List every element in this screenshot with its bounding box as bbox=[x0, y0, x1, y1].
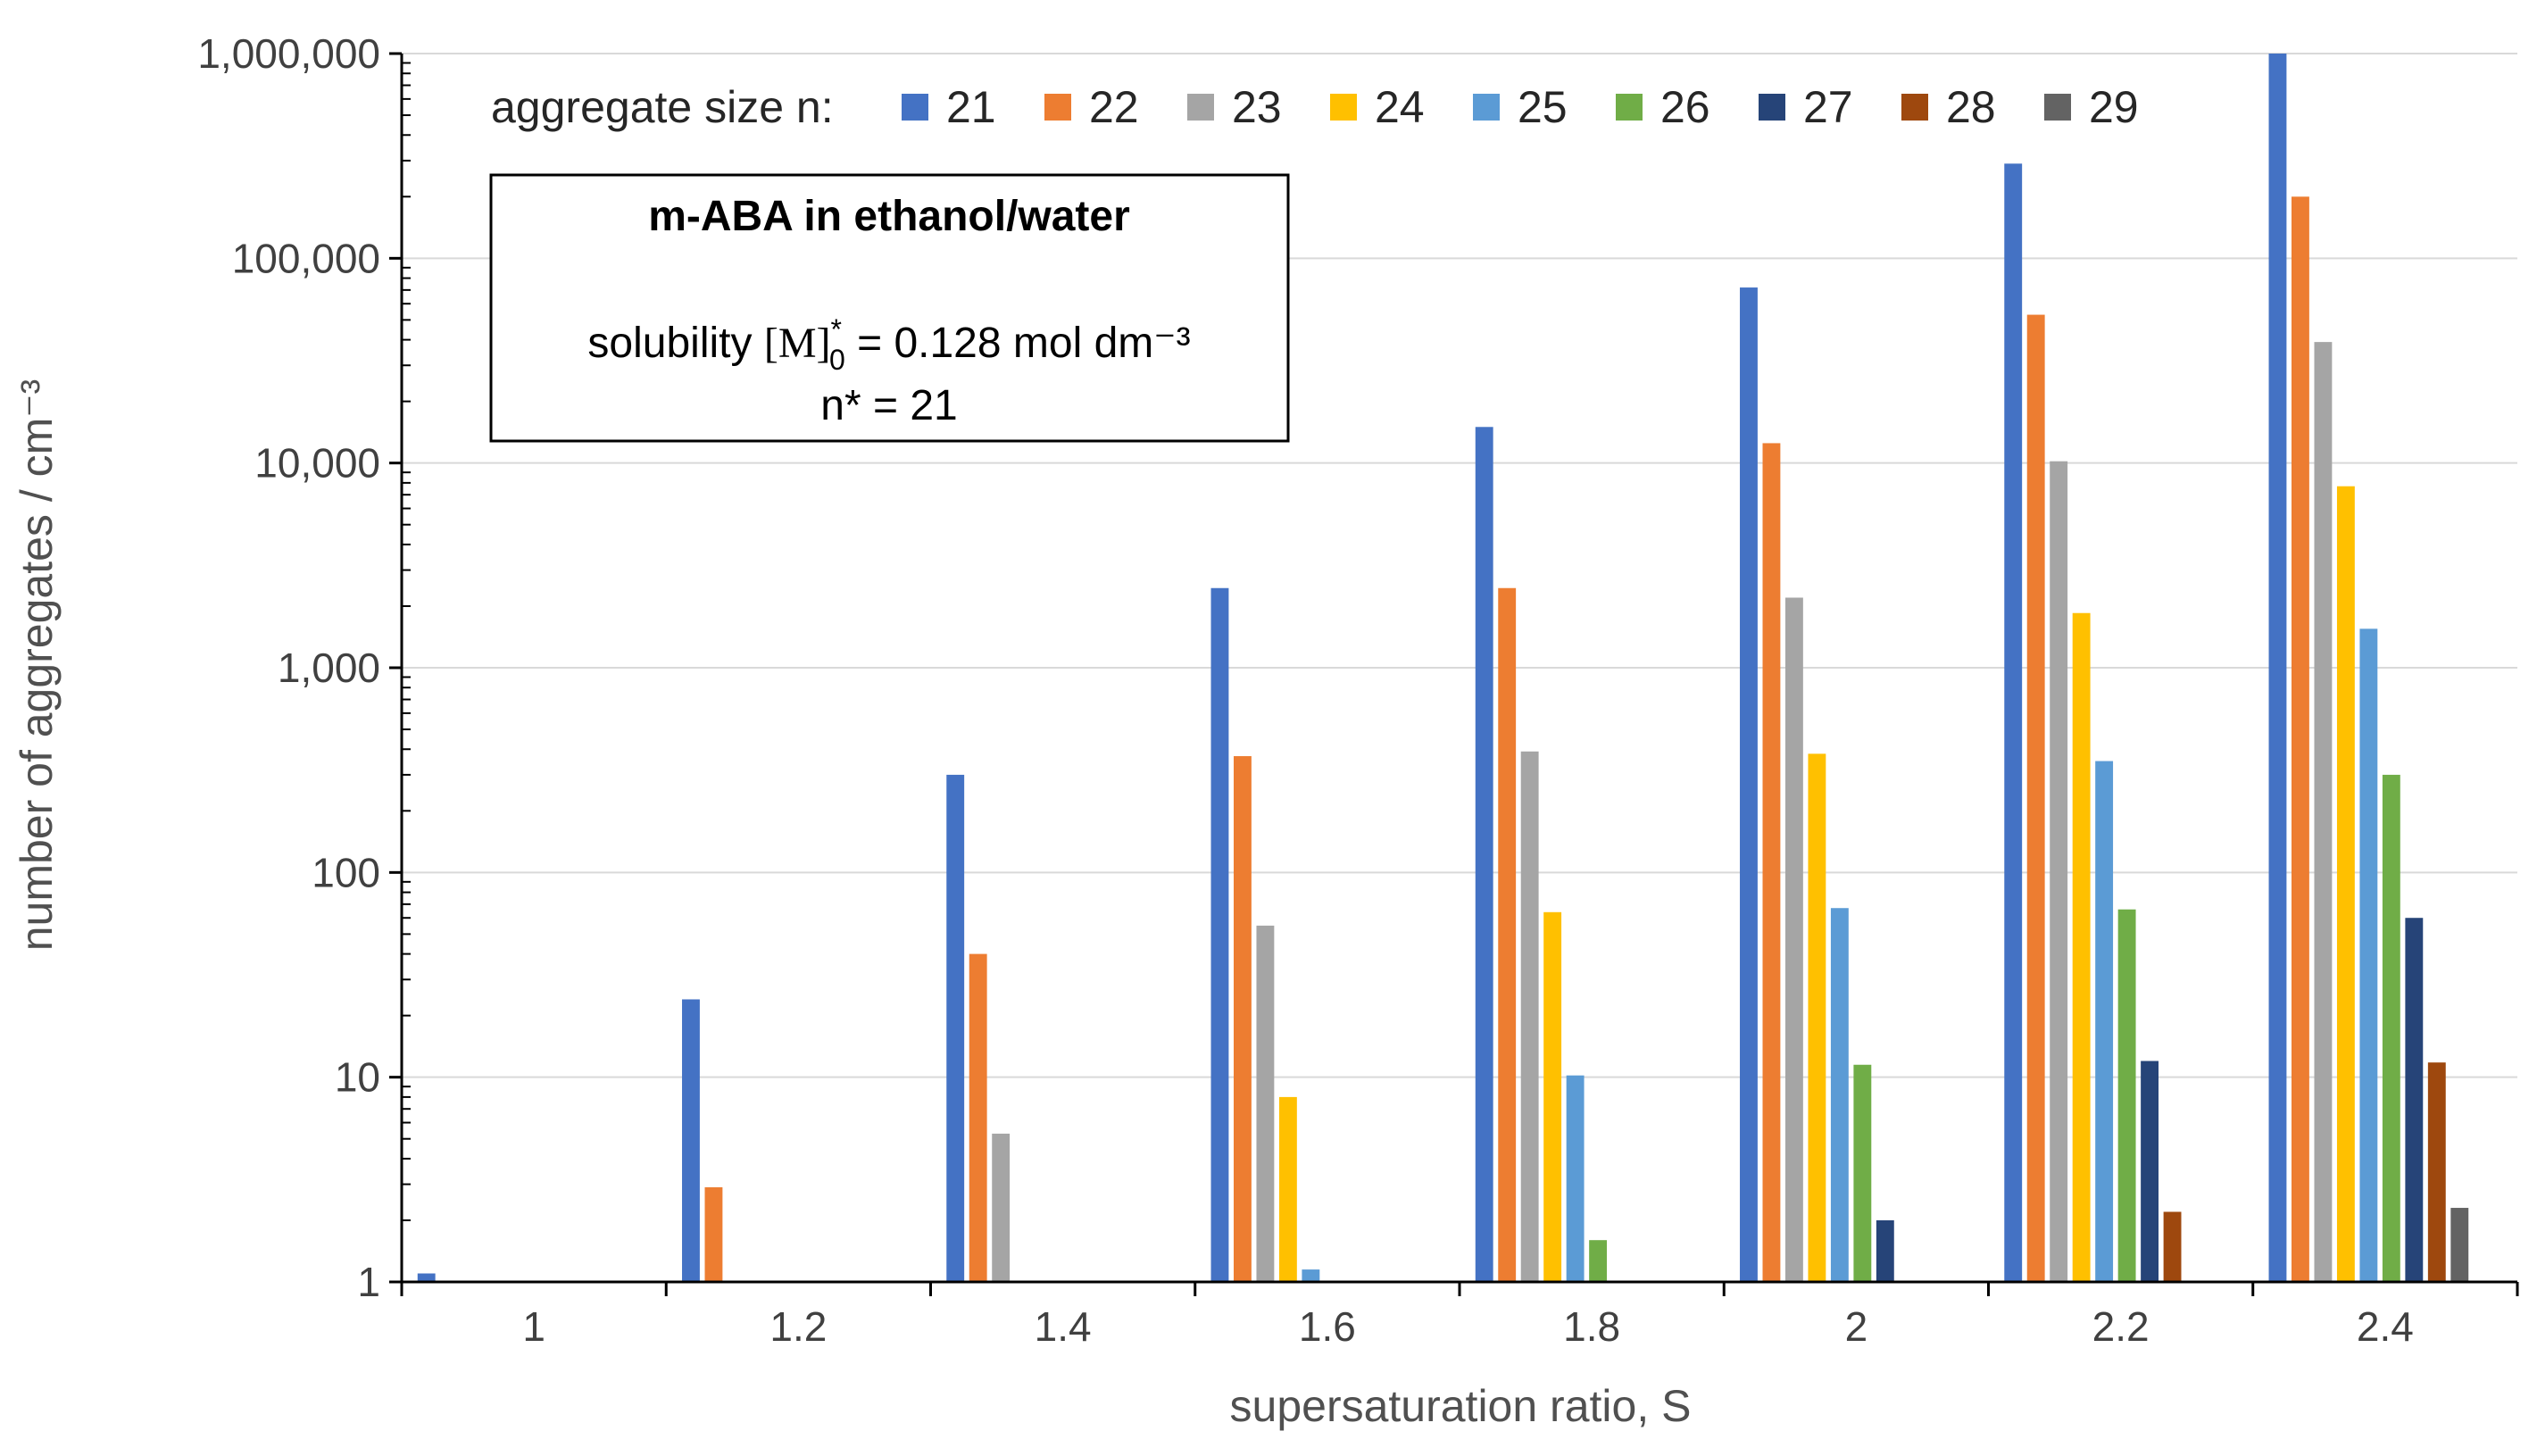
y-tick-label: 10,000 bbox=[254, 440, 380, 487]
legend-label: 28 bbox=[1946, 82, 1996, 132]
legend-swatch bbox=[1044, 94, 1071, 121]
bar-n27 bbox=[2141, 1061, 2159, 1282]
legend-label: 23 bbox=[1232, 82, 1282, 132]
x-tick-label: 2 bbox=[1845, 1303, 1868, 1350]
legend-label: 25 bbox=[1518, 82, 1568, 132]
x-axis-title: supersaturation ratio, S bbox=[1230, 1381, 1692, 1431]
bar-n21 bbox=[417, 1273, 436, 1282]
x-tick-label: 1.8 bbox=[1563, 1303, 1620, 1350]
legend-label: 26 bbox=[1660, 82, 1710, 132]
y-tick-label: 1 bbox=[357, 1259, 380, 1305]
x-tick-label: 1.2 bbox=[769, 1303, 827, 1350]
legend-swatch bbox=[1473, 94, 1500, 121]
x-tick-label: 1 bbox=[522, 1303, 545, 1350]
bar-n21 bbox=[1475, 427, 1493, 1282]
bar-n22 bbox=[1498, 587, 1517, 1282]
bar-n25 bbox=[2359, 628, 2378, 1282]
bar-n25 bbox=[2095, 761, 2114, 1282]
bar-n21 bbox=[2004, 163, 2023, 1283]
legend-label: 22 bbox=[1089, 82, 1139, 132]
x-tick-label: 1.4 bbox=[1035, 1303, 1092, 1350]
bar-n23 bbox=[2314, 342, 2333, 1282]
bar-n28 bbox=[2427, 1062, 2446, 1282]
bar-n21 bbox=[1740, 287, 1758, 1282]
y-tick-label: 1,000,000 bbox=[197, 30, 380, 77]
legend-swatch bbox=[1616, 94, 1643, 121]
bar-n23 bbox=[1520, 751, 1539, 1282]
bar-n24 bbox=[1278, 1096, 1297, 1282]
bar-n23 bbox=[1784, 597, 1803, 1282]
legend-swatch bbox=[1759, 94, 1785, 121]
bar-n23 bbox=[992, 1133, 1011, 1282]
legend-swatch bbox=[1901, 94, 1928, 121]
annotation-title: m-ABA in ethanol/water bbox=[648, 193, 1130, 240]
bar-n24 bbox=[2072, 612, 2091, 1282]
legend-label: 21 bbox=[946, 82, 996, 132]
y-tick-label: 100,000 bbox=[232, 235, 380, 281]
annotation-solubility: solubility [M]* 0 = 0.128 mol dm⁻³ bbox=[587, 313, 1190, 376]
bar-n23 bbox=[2050, 461, 2068, 1282]
solubility-prefix: solubility bbox=[587, 320, 763, 367]
legend-swatch bbox=[1187, 94, 1214, 121]
bar-n28 bbox=[2163, 1211, 2182, 1282]
annotation-box: m-ABA in ethanol/water solubility [M]* 0 … bbox=[489, 173, 1290, 443]
bar-n21 bbox=[946, 774, 965, 1282]
bar-n21 bbox=[1210, 587, 1229, 1282]
y-tick-label: 1,000 bbox=[278, 645, 380, 691]
bar-n22 bbox=[704, 1186, 723, 1282]
x-tick-label: 1.6 bbox=[1299, 1303, 1356, 1350]
bar-n24 bbox=[1543, 911, 1562, 1282]
bar-n22 bbox=[1762, 443, 1781, 1282]
legend-label: 29 bbox=[2089, 82, 2139, 132]
annotation-critical-size: n* = 21 bbox=[820, 382, 957, 429]
y-tick-label: 100 bbox=[312, 849, 380, 895]
bar-n27 bbox=[2405, 918, 2424, 1282]
bar-n21 bbox=[2268, 54, 2287, 1282]
bar-n21 bbox=[682, 999, 700, 1282]
y-axis-title: number of aggregates / cm⁻³ bbox=[12, 379, 62, 952]
axes: 1 10 100 1,000 10,000 100,000 1,000,000 1 1.2 1.4… bbox=[197, 30, 2519, 1350]
bar-n26 bbox=[1853, 1064, 1872, 1282]
bar-n26 bbox=[2117, 909, 2136, 1282]
bar-n22 bbox=[2292, 196, 2309, 1282]
legend-swatch bbox=[2044, 94, 2071, 121]
bar-n29 bbox=[2450, 1208, 2469, 1282]
bar-n22 bbox=[1234, 756, 1252, 1282]
bar-n22 bbox=[969, 953, 987, 1282]
bar-n24 bbox=[2336, 486, 2355, 1282]
bar-n22 bbox=[2026, 314, 2045, 1283]
bar-n25 bbox=[1830, 908, 1849, 1282]
solubility-sub: 0 bbox=[829, 344, 845, 376]
bar-n23 bbox=[1256, 925, 1275, 1282]
legend: aggregate size n: 21 22 23 24 25 26 27 28 29 bbox=[491, 82, 2139, 132]
legend-swatch bbox=[902, 94, 928, 121]
solubility-sup: * bbox=[830, 313, 841, 345]
bar-n26 bbox=[1589, 1240, 1608, 1282]
bars bbox=[417, 54, 2469, 1283]
legend-label: 24 bbox=[1375, 82, 1425, 132]
x-tick-label: 2.4 bbox=[2357, 1303, 2414, 1350]
y-tick-label: 10 bbox=[335, 1054, 380, 1101]
legend-label: 27 bbox=[1803, 82, 1853, 132]
solubility-suffix: = 0.128 mol dm⁻³ bbox=[845, 320, 1191, 367]
x-tick-label: 2.2 bbox=[2092, 1303, 2150, 1350]
annotation-frame bbox=[489, 173, 1290, 443]
bar-n25 bbox=[1302, 1269, 1320, 1282]
legend-swatch bbox=[1330, 94, 1357, 121]
legend-title: aggregate size n: bbox=[491, 82, 834, 132]
bar-n27 bbox=[1876, 1219, 1894, 1282]
bar-n24 bbox=[1808, 753, 1826, 1282]
bar-n25 bbox=[1566, 1075, 1585, 1282]
bar-n26 bbox=[2382, 774, 2400, 1282]
solubility-symbol: [M] bbox=[764, 320, 831, 367]
